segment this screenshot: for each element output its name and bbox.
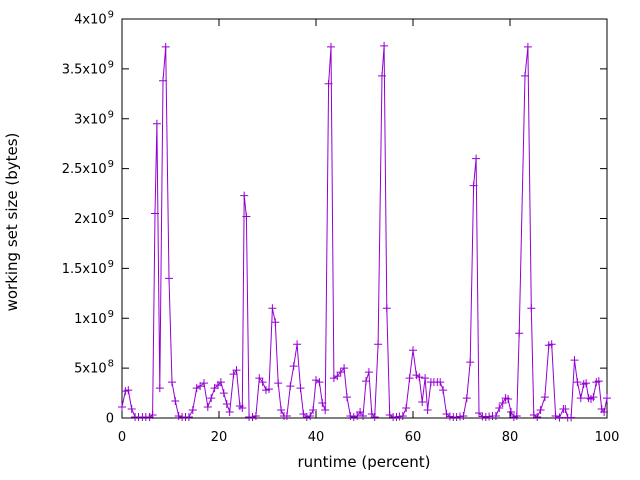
y-axis-ticks <box>122 18 607 419</box>
y-tick-label: 2.5x109 <box>62 159 114 177</box>
y-tick-label: 3.5x109 <box>62 59 114 77</box>
x-tick-label: 60 <box>405 430 422 445</box>
y-axis-title: working set size (bytes) <box>3 133 21 312</box>
series-line <box>121 45 608 419</box>
y-tick-label: 1x109 <box>74 309 114 327</box>
data-point-markers <box>118 41 611 422</box>
x-tick-label: 100 <box>595 430 620 445</box>
x-tick-label: 20 <box>211 430 228 445</box>
y-tick-label: 2x109 <box>74 209 114 227</box>
y-tick-labels: 0 5x108 1x109 1.5x109 2x109 2.5x109 3x109 3.5x1… <box>62 10 114 427</box>
x-axis-title: runtime (percent) <box>298 453 431 471</box>
x-tick-label: 0 <box>118 430 126 445</box>
series-group <box>118 41 611 422</box>
y-tick-label: 3x109 <box>74 109 114 127</box>
plot-border <box>121 18 608 419</box>
x-axis-ticks <box>121 19 608 418</box>
x-tick-label: 80 <box>502 430 519 445</box>
x-tick-labels: 0 20 40 60 80 100 <box>118 430 620 445</box>
x-tick-label: 40 <box>308 430 325 445</box>
axes-group: 0 20 40 60 80 100 0 5x108 1x109 1.5x109 2x109 2.5x… <box>62 10 620 446</box>
y-tick-label: 0 <box>106 412 114 427</box>
y-tick-label: 5x108 <box>74 359 114 377</box>
y-tick-label: 4x109 <box>74 10 114 28</box>
y-tick-label: 1.5x109 <box>62 259 114 277</box>
